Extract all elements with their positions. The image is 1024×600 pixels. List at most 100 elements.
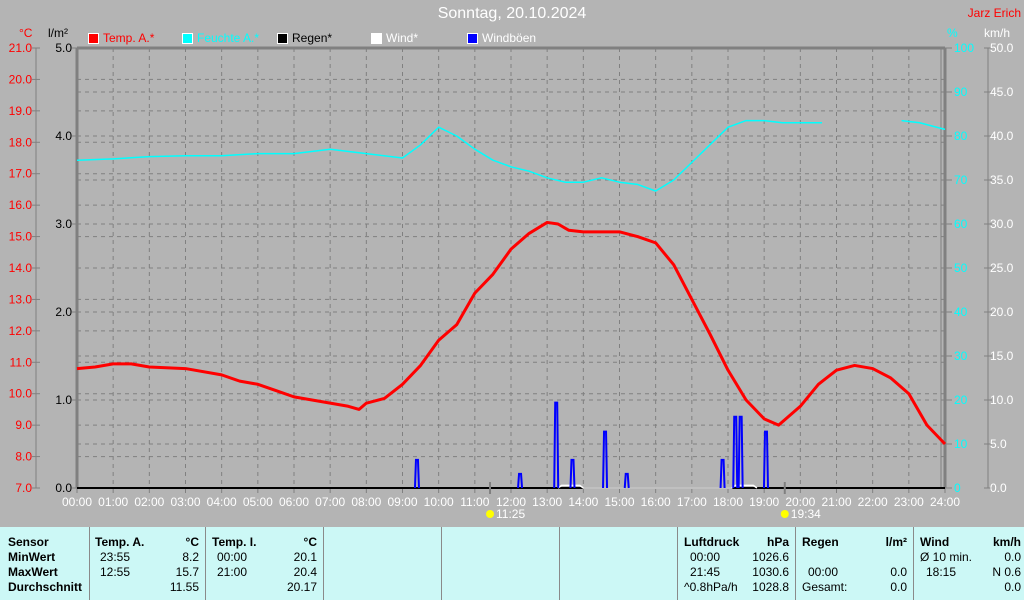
wind-gust-spike — [623, 472, 630, 489]
stats-col-pressure: Luftdruck hPa 00:00 1026.6 21:45 1030.6 … — [677, 527, 796, 600]
wind-gust-spike — [719, 458, 726, 489]
legend-label: Wind* — [386, 31, 419, 45]
temp-tick-label: 16.0 — [9, 198, 33, 212]
wind-stats-unit: km/h — [992, 535, 1021, 549]
temp-tick-label: 19.0 — [9, 104, 33, 118]
x-tick-label: 17:00 — [677, 495, 707, 509]
temp-tick-label: 20.0 — [9, 72, 33, 86]
temp-a-min: 8.2 — [182, 550, 199, 564]
x-tick-label: 18:00 — [713, 495, 743, 509]
temp-tick-label: 11.0 — [10, 355, 33, 369]
pressure-header: Luftdruck — [684, 535, 740, 549]
temp-tick-label: 9.0 — [15, 418, 32, 432]
weather-chart: 7.0 8.0 9.0 10.0 11.0 12.0 13.0 14.0 15.0 16.0 17.… — [9, 41, 1014, 521]
temp-tick-label: 12.0 — [9, 324, 33, 338]
temp-tick-label: 21.0 — [9, 41, 33, 55]
temp-a-min-time: 23:55 — [100, 550, 131, 564]
wind-gust-spike — [569, 458, 576, 489]
wind-gust-spike — [737, 415, 744, 489]
series-feuchte-a-line-segment — [901, 119, 946, 131]
legend-rain: Regen* — [277, 31, 332, 45]
x-tick-label: 24:00 — [930, 495, 960, 509]
row-label-avg: Durchschnitt — [8, 580, 83, 594]
wind-unit: km/h — [984, 26, 1011, 40]
temp-i-unit: °C — [303, 535, 317, 549]
pressure-trend: ^0.8hPa/h — [684, 580, 738, 594]
wind-tick-label: 50.0 — [990, 41, 1014, 55]
rain-tick-label: 5.0 — [55, 41, 72, 55]
wind-tick-label: 5.0 — [990, 437, 1007, 451]
temp-a-header: Temp. A. — [95, 535, 145, 549]
wind-gust-spike — [517, 472, 524, 489]
legend-swatch — [371, 32, 382, 44]
pressure-max-time: 21:45 — [690, 565, 721, 579]
stats-col-empty-2 — [441, 527, 560, 600]
temp-a-max-time: 12:55 — [100, 565, 131, 579]
wind-header: Wind — [920, 535, 950, 549]
temp-i-max: 20.4 — [293, 565, 317, 579]
rain-max-time: 00:00 — [808, 565, 839, 579]
row-label-max: MaxWert — [8, 565, 58, 579]
rain-tick-label: 4.0 — [55, 129, 72, 143]
rain-header: Regen — [802, 535, 839, 549]
temp-tick-label: 8.0 — [15, 450, 32, 464]
wind-gust-spike — [602, 430, 609, 489]
pressure-min: 1026.6 — [752, 550, 789, 564]
rain-tick-label: 1.0 — [55, 393, 72, 407]
sunrise-time: 11:25 — [496, 507, 525, 521]
wind-avg: 0.0 — [1004, 550, 1021, 564]
series-wind-line — [557, 484, 758, 489]
x-tick-label: 03:00 — [170, 495, 200, 509]
x-tick-label: 20:00 — [785, 495, 815, 509]
legend-label: Feuchte A.* — [197, 31, 260, 45]
temp-tick-label: 14.0 — [9, 261, 33, 275]
temp-i-min-time: 00:00 — [217, 550, 248, 564]
wind-gust-spike — [762, 430, 769, 489]
row-label-min: MinWert — [8, 550, 56, 564]
temp-tick-label: 18.0 — [9, 135, 33, 149]
rain-stats-unit: l/m² — [885, 535, 907, 549]
wind-gust-spike — [413, 458, 420, 489]
x-tick-label: 02:00 — [134, 495, 164, 509]
x-tick-label: 13:00 — [532, 495, 562, 509]
humidity-tick-label: 20 — [954, 393, 968, 407]
stats-col-empty-3 — [559, 527, 678, 600]
humidity-unit: % — [947, 26, 958, 40]
legend-swatch — [182, 32, 193, 44]
pressure-min-time: 00:00 — [690, 550, 721, 564]
rain-total-label: Gesamt: — [802, 580, 848, 594]
wind-max: N 0.6 — [992, 565, 1021, 579]
wind-tick-label: 10.0 — [990, 393, 1014, 407]
wind-max-time: 18:15 — [926, 565, 957, 579]
temp-i-avg: 20.17 — [286, 580, 317, 594]
rain-tick-label: 3.0 — [55, 217, 72, 231]
x-tick-label: 11:00 — [460, 495, 489, 509]
stats-col-rain: Regen l/m² 00:00 0.0 Gesamt: 0.0 — [795, 527, 914, 600]
x-tick-label: 06:00 — [279, 495, 309, 509]
series-feuchte-a-line — [76, 119, 823, 192]
pressure-max: 1030.6 — [752, 565, 789, 579]
humidity-tick-label: 10 — [954, 437, 968, 451]
wind-tick-label: 15.0 — [990, 349, 1014, 363]
humidity-tick-label: 60 — [954, 217, 968, 231]
wind-tick-label: 35.0 — [990, 173, 1014, 187]
pressure-avg: 1028.8 — [752, 580, 789, 594]
legend-swatch — [467, 32, 478, 44]
wind-avg-label: Ø 10 min. — [920, 550, 973, 564]
series-temp-a-line — [76, 220, 947, 446]
legend-label: Regen* — [292, 31, 333, 45]
legend-label: Temp. A.* — [103, 31, 155, 45]
temp-a-avg: 11.55 — [169, 580, 199, 594]
rain-unit: l/m² — [48, 26, 68, 40]
humidity-tick-label: 90 — [954, 85, 968, 99]
sunrise-icon — [486, 510, 495, 518]
wind-last: 0.0 — [1004, 580, 1021, 594]
stats-col-wind: Wind km/h Ø 10 min. 0.0 18:15 N 0.6 0.0 — [913, 527, 1023, 600]
temp-a-unit: °C — [185, 535, 199, 549]
x-tick-label: 15:00 — [604, 495, 634, 509]
rain-total: 0.0 — [890, 580, 907, 594]
wind-tick-label: 40.0 — [990, 129, 1014, 143]
x-tick-label: 09:00 — [387, 495, 417, 509]
temp-a-max: 15.7 — [175, 565, 199, 579]
x-tick-label: 00:00 — [62, 495, 92, 509]
